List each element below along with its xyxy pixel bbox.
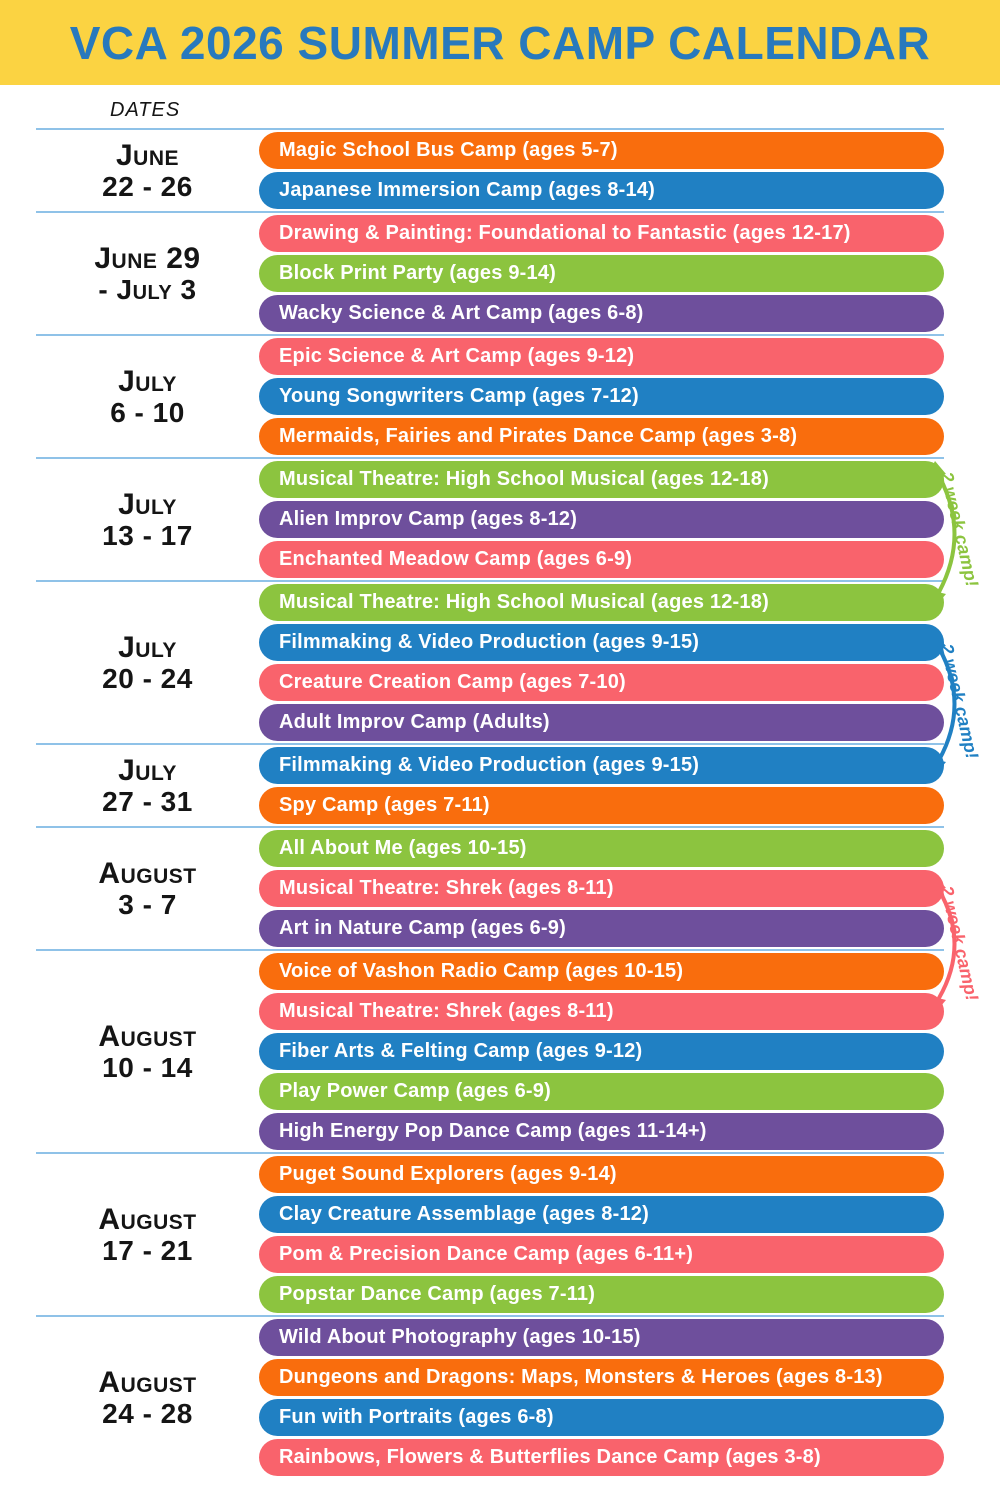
week-row-august-3-7: August 3 - 7 All About Me (ages 10-15) M… xyxy=(36,826,944,949)
dates-column-label: DATES xyxy=(110,99,181,121)
camp-list: Voice of Vashon Radio Camp (ages 10-15) … xyxy=(259,953,944,1150)
camp-pill: Alien Improv Camp (ages 8-12) xyxy=(259,501,944,538)
calendar: June 22 - 26 Magic School Bus Camp (ages… xyxy=(36,128,944,1478)
week-month: July xyxy=(118,630,177,664)
camp-list: Magic School Bus Camp (ages 5-7) Japanes… xyxy=(259,132,944,209)
week-month: June 29 xyxy=(94,241,201,275)
camp-pill: Young Songwriters Camp (ages 7-12) xyxy=(259,378,944,415)
two-week-camp-annotation: 2 week camp! xyxy=(926,458,998,610)
camp-pill: Filmmaking & Video Production (ages 9-15… xyxy=(259,747,944,784)
week-row-july-6-10: July 6 - 10 Epic Science & Art Camp (age… xyxy=(36,334,944,457)
week-row-july-13-17: July 13 - 17 Musical Theatre: High Schoo… xyxy=(36,457,944,580)
week-month: July xyxy=(118,753,177,787)
camp-list: Drawing & Painting: Foundational to Fant… xyxy=(259,215,944,332)
camp-list: All About Me (ages 10-15) Musical Theatr… xyxy=(259,830,944,947)
week-dates: August 10 - 14 xyxy=(36,953,259,1150)
week-month: August xyxy=(98,1365,197,1399)
week-month: June xyxy=(115,138,180,172)
header-banner: VCA 2026 SUMMER CAMP CALENDAR xyxy=(0,0,1000,85)
week-row-july-27-31: July 27 - 31 Filmmaking & Video Producti… xyxy=(36,743,944,826)
camp-pill: Mermaids, Fairies and Pirates Dance Camp… xyxy=(259,418,944,455)
week-row-august-24-28: August 24 - 28 Wild About Photography (a… xyxy=(36,1315,944,1478)
week-days: - July 3 xyxy=(98,273,197,305)
camp-pill: Block Print Party (ages 9-14) xyxy=(259,255,944,292)
week-dates: July 20 - 24 xyxy=(36,584,259,741)
camp-pill: Drawing & Painting: Foundational to Fant… xyxy=(259,215,944,252)
camp-pill: Fun with Portraits (ages 6-8) xyxy=(259,1399,944,1436)
camp-pill: All About Me (ages 10-15) xyxy=(259,830,944,867)
week-row-june-29-july-3: June 29 - July 3 Drawing & Painting: Fou… xyxy=(36,211,944,334)
week-row-june-22-26: June 22 - 26 Magic School Bus Camp (ages… xyxy=(36,128,944,211)
camp-pill: Creature Creation Camp (ages 7-10) xyxy=(259,664,944,701)
camp-list: Puget Sound Explorers (ages 9-14) Clay C… xyxy=(259,1156,944,1313)
week-dates: August 3 - 7 xyxy=(36,830,259,947)
week-dates: July 6 - 10 xyxy=(36,338,259,455)
camp-pill: Enchanted Meadow Camp (ages 6-9) xyxy=(259,541,944,578)
camp-pill: Fiber Arts & Felting Camp (ages 9-12) xyxy=(259,1033,944,1070)
week-month: August xyxy=(98,1019,197,1053)
camp-pill: Musical Theatre: High School Musical (ag… xyxy=(259,584,944,621)
week-days: 3 - 7 xyxy=(118,888,177,920)
week-days: 27 - 31 xyxy=(102,785,193,817)
week-month: July xyxy=(118,364,177,398)
camp-pill: Wild About Photography (ages 10-15) xyxy=(259,1319,944,1356)
camp-list: Wild About Photography (ages 10-15) Dung… xyxy=(259,1319,944,1476)
camp-list: Epic Science & Art Camp (ages 9-12) Youn… xyxy=(259,338,944,455)
week-dates: July 13 - 17 xyxy=(36,461,259,578)
curved-double-arrow-icon xyxy=(926,461,957,607)
camp-pill: Play Power Camp (ages 6-9) xyxy=(259,1073,944,1110)
camp-pill: Epic Science & Art Camp (ages 9-12) xyxy=(259,338,944,375)
camp-pill: Wacky Science & Art Camp (ages 6-8) xyxy=(259,295,944,332)
week-days: 13 - 17 xyxy=(102,519,193,551)
camp-pill: Dungeons and Dragons: Maps, Monsters & H… xyxy=(259,1359,944,1396)
week-row-august-17-21: August 17 - 21 Puget Sound Explorers (ag… xyxy=(36,1152,944,1315)
week-days: 6 - 10 xyxy=(110,396,185,428)
two-week-camp-annotation: 2 week camp! xyxy=(926,872,998,1016)
camp-pill: Voice of Vashon Radio Camp (ages 10-15) xyxy=(259,953,944,990)
week-dates: August 17 - 21 xyxy=(36,1156,259,1313)
camp-pill: Adult Improv Camp (Adults) xyxy=(259,704,944,741)
week-month: July xyxy=(118,487,177,521)
curved-double-arrow-icon xyxy=(926,875,957,1013)
camp-pill: Spy Camp (ages 7-11) xyxy=(259,787,944,824)
week-dates: June 22 - 26 xyxy=(36,132,259,209)
week-row-july-20-24: July 20 - 24 Musical Theatre: High Schoo… xyxy=(36,580,944,743)
week-month: August xyxy=(98,856,197,890)
camp-pill: Art in Nature Camp (ages 6-9) xyxy=(259,910,944,947)
camp-pill: Musical Theatre: High School Musical (ag… xyxy=(259,461,944,498)
week-days: 17 - 21 xyxy=(102,1234,193,1266)
camp-pill: Rainbows, Flowers & Butterflies Dance Ca… xyxy=(259,1439,944,1476)
week-dates: August 24 - 28 xyxy=(36,1319,259,1476)
week-days: 10 - 14 xyxy=(102,1051,193,1083)
camp-pill: Puget Sound Explorers (ages 9-14) xyxy=(259,1156,944,1193)
week-days: 24 - 28 xyxy=(102,1397,193,1429)
camp-pill: Musical Theatre: Shrek (ages 8-11) xyxy=(259,993,944,1030)
camp-pill: Filmmaking & Video Production (ages 9-15… xyxy=(259,624,944,661)
camp-pill: Clay Creature Assemblage (ages 8-12) xyxy=(259,1196,944,1233)
camp-pill: Japanese Immersion Camp (ages 8-14) xyxy=(259,172,944,209)
camp-pill: Musical Theatre: Shrek (ages 8-11) xyxy=(259,870,944,907)
camp-pill: Magic School Bus Camp (ages 5-7) xyxy=(259,132,944,169)
week-month: August xyxy=(98,1202,197,1236)
two-week-camp-annotation: 2 week camp! xyxy=(926,630,998,778)
camp-pill: High Energy Pop Dance Camp (ages 11-14+) xyxy=(259,1113,944,1150)
week-days: 22 - 26 xyxy=(102,170,193,202)
page-title: VCA 2026 SUMMER CAMP CALENDAR xyxy=(69,16,931,69)
camp-list: Filmmaking & Video Production (ages 9-15… xyxy=(259,747,944,824)
camp-list: Musical Theatre: High School Musical (ag… xyxy=(259,584,944,741)
week-row-august-10-14: August 10 - 14 Voice of Vashon Radio Cam… xyxy=(36,949,944,1152)
week-dates: July 27 - 31 xyxy=(36,747,259,824)
week-days: 20 - 24 xyxy=(102,662,193,694)
camp-list: Musical Theatre: High School Musical (ag… xyxy=(259,461,944,578)
camp-pill: Pom & Precision Dance Camp (ages 6-11+) xyxy=(259,1236,944,1273)
curved-double-arrow-icon xyxy=(926,633,957,775)
week-dates: June 29 - July 3 xyxy=(36,215,259,332)
camp-pill: Popstar Dance Camp (ages 7-11) xyxy=(259,1276,944,1313)
